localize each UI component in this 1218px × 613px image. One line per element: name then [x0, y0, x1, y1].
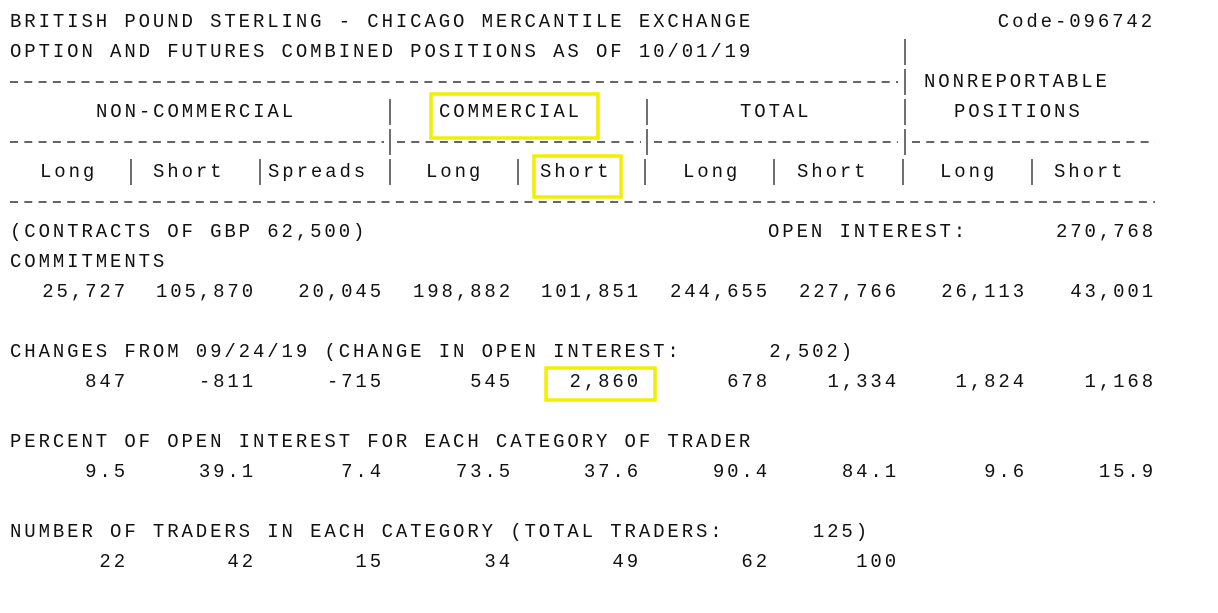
trader-count: 15: [355, 551, 384, 573]
trader-count: 34: [484, 551, 513, 573]
highlight: [544, 366, 657, 402]
percent-value: 9.5: [85, 461, 128, 483]
group-header: TOTAL: [740, 101, 811, 123]
column-header: Long: [40, 161, 97, 183]
percent-value: 37.6: [584, 461, 641, 483]
section-label: CHANGES FROM 09/24/19 (CHANGE IN OPEN IN…: [10, 341, 682, 363]
percent-value: 15.9: [1099, 461, 1156, 483]
change-value: -715: [327, 371, 384, 393]
group-header: NONREPORTABLE: [924, 71, 1110, 93]
section-label: COMMITMENTS: [10, 251, 167, 273]
commitment-value: 26,113: [941, 281, 1027, 303]
open-interest-label: OPEN INTEREST:: [768, 221, 968, 243]
percent-value: 39.1: [199, 461, 256, 483]
highlight: [532, 154, 623, 199]
column-header: Short: [1054, 161, 1125, 183]
change-total: 2,502): [769, 341, 855, 363]
commitment-value: 198,882: [413, 281, 513, 303]
change-value: 1,334: [828, 371, 899, 393]
trader-count: 22: [99, 551, 128, 573]
column-header: Short: [797, 161, 868, 183]
section-label: PERCENT OF OPEN INTEREST FOR EACH CATEGO…: [10, 431, 753, 453]
report-title: BRITISH POUND STERLING - CHICAGO MERCANT…: [10, 11, 753, 33]
percent-value: 73.5: [456, 461, 513, 483]
change-value: 2,860: [570, 371, 641, 393]
column-header: Long: [940, 161, 997, 183]
commitment-value: 25,727: [42, 281, 128, 303]
column-header: Short: [540, 161, 611, 183]
percent-value: 84.1: [842, 461, 899, 483]
commitment-value: 227,766: [799, 281, 899, 303]
group-header: COMMERCIAL: [439, 101, 582, 123]
change-value: 847: [85, 371, 128, 393]
commitment-value: 101,851: [541, 281, 641, 303]
change-value: 678: [727, 371, 770, 393]
group-header: POSITIONS: [954, 101, 1083, 123]
section-label: NUMBER OF TRADERS IN EACH CATEGORY (TOTA…: [10, 521, 725, 543]
trader-count: 62: [741, 551, 770, 573]
percent-value: 90.4: [713, 461, 770, 483]
pipes: [130, 39, 1033, 185]
change-value: -811: [199, 371, 256, 393]
report-code: Code-096742: [998, 11, 1155, 33]
commitment-value: 20,045: [298, 281, 384, 303]
report-subtitle: OPTION AND FUTURES COMBINED POSITIONS AS…: [10, 41, 753, 63]
trader-count: 49: [612, 551, 641, 573]
column-header: Long: [683, 161, 740, 183]
open-interest-value: 270,768: [1056, 221, 1156, 243]
column-header: Long: [426, 161, 483, 183]
units-label: (CONTRACTS OF GBP 62,500): [10, 221, 367, 243]
column-header: Spreads: [268, 161, 368, 183]
percent-value: 7.4: [341, 461, 384, 483]
trader-count: 100: [856, 551, 899, 573]
commitment-value: 43,001: [1070, 281, 1156, 303]
commitment-value: 105,870: [156, 281, 256, 303]
trader-total: 125): [813, 521, 870, 543]
group-header: NON-COMMERCIAL: [96, 101, 296, 123]
trader-count: 42: [227, 551, 256, 573]
change-value: 1,824: [956, 371, 1027, 393]
column-header: Short: [153, 161, 224, 183]
change-value: 1,168: [1085, 371, 1156, 393]
highlight: [429, 92, 600, 140]
commitment-value: 244,655: [670, 281, 770, 303]
change-value: 545: [470, 371, 513, 393]
percent-value: 9.6: [984, 461, 1027, 483]
